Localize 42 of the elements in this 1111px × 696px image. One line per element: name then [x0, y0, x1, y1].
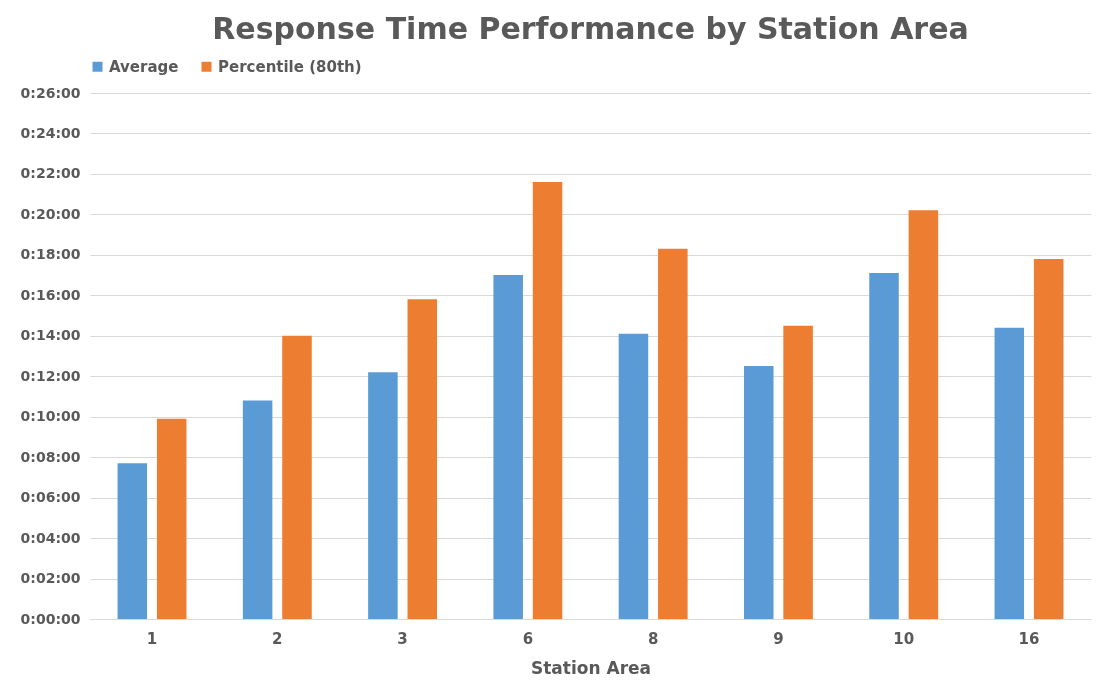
bar	[282, 335, 312, 619]
bar	[368, 372, 398, 619]
bar	[908, 210, 939, 619]
bar	[869, 273, 899, 619]
bar	[242, 400, 273, 619]
y-tick-label: 0:08:00	[20, 448, 81, 465]
y-tick-label: 0:12:00	[20, 367, 81, 384]
bar	[407, 299, 438, 619]
x-tick-label: 16	[1018, 629, 1040, 648]
x-axis-title: Station Area	[530, 657, 652, 678]
bar	[743, 366, 774, 619]
y-tick-label: 0:18:00	[20, 246, 81, 263]
legend-label: Percentile (80th)	[218, 57, 362, 76]
x-tick-label: 6	[522, 629, 534, 648]
bar	[994, 327, 1025, 619]
x-tick-label: 1	[146, 629, 158, 648]
x-tick-label: 9	[773, 629, 784, 648]
x-tick-label: 2	[272, 629, 283, 648]
x-tick-label: 8	[647, 629, 659, 648]
x-tick-label: 10	[893, 629, 915, 648]
bar	[156, 418, 187, 619]
y-tick-label: 0:20:00	[20, 205, 81, 222]
bar	[618, 333, 649, 619]
bar	[783, 325, 813, 619]
y-tick-label: 0:22:00	[20, 165, 81, 182]
bar	[658, 248, 688, 619]
y-tick-label: 0:04:00	[20, 529, 81, 546]
bar	[493, 275, 523, 619]
x-tick-label: 3	[397, 629, 408, 648]
bar	[1033, 258, 1064, 619]
legend-label: Average	[109, 57, 179, 76]
y-tick-label: 0:24:00	[20, 124, 81, 141]
y-tick-label: 0:00:00	[20, 610, 81, 627]
y-tick-label: 0:14:00	[20, 327, 81, 344]
bar	[117, 463, 148, 619]
y-tick-label: 0:10:00	[20, 408, 81, 425]
y-tick-label: 0:02:00	[20, 570, 81, 587]
bar	[532, 182, 563, 619]
chart-title: Response Time Performance by Station Area	[212, 11, 969, 46]
y-tick-label: 0:16:00	[20, 286, 81, 303]
y-tick-label: 0:26:00	[20, 84, 81, 101]
y-tick-label: 0:06:00	[20, 489, 81, 506]
